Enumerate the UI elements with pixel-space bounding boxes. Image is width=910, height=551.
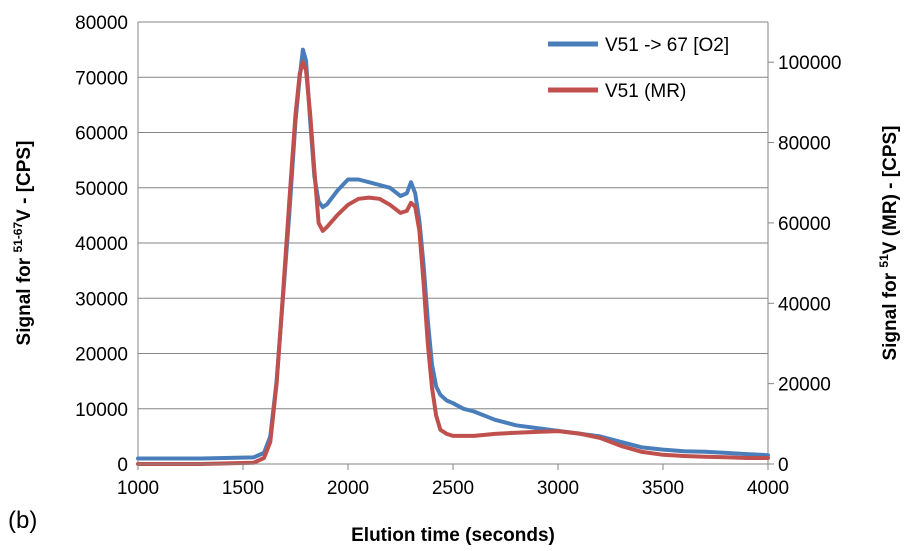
y-right-tick-label: 60000: [778, 214, 831, 235]
y-axis-label-right-suffix: V (MR) - [CPS]: [880, 125, 901, 254]
y-axis-label-left-sup: 51-67: [11, 222, 25, 253]
y-left-tick-label: 70000: [75, 68, 128, 89]
y-left-tick-label: 50000: [75, 179, 128, 200]
y-left-tick-label: 10000: [75, 400, 128, 421]
y-right-tick-label: 40000: [778, 294, 831, 315]
y-right-tick-label: 80000: [778, 134, 831, 155]
panel-label: (b): [8, 507, 37, 534]
y-axis-label-left: Signal for 51-67V - [CPS]: [11, 141, 35, 346]
y-left-tick-label: 40000: [75, 234, 128, 255]
y-axis-label-right-prefix: Signal for: [880, 268, 901, 361]
x-tick-label: 2500: [432, 478, 474, 499]
y-left-tick-label: 80000: [75, 13, 128, 34]
y-left-tick-label: 30000: [75, 289, 128, 310]
y-right-tick-label: 20000: [778, 375, 831, 396]
y-axis-label-left-prefix: Signal for: [14, 253, 35, 346]
y-axis-label-right: Signal for 51V (MR) - [CPS]: [877, 125, 901, 360]
x-axis-label: Elution time (seconds): [351, 525, 555, 546]
y-axis-label-left-suffix: V - [CPS]: [14, 141, 35, 222]
axes: [137, 61, 774, 470]
x-tick-label: 1500: [222, 478, 264, 499]
tick-labels: 0100002000030000400005000060000700008000…: [75, 13, 841, 499]
series-line-1: [136, 47, 770, 461]
x-tick-label: 1000: [117, 478, 159, 499]
legend-label-series-1: V51 -> 67 [O2]: [605, 35, 729, 56]
x-tick-label: 3500: [642, 478, 684, 499]
legend-label-series-2: V51 (MR): [605, 81, 686, 102]
y-left-tick-label: 0: [117, 455, 128, 476]
y-left-tick-label: 20000: [75, 345, 128, 366]
x-tick-label: 4000: [747, 478, 789, 499]
y-left-tick-label: 60000: [75, 124, 128, 145]
x-tick-label: 2000: [327, 478, 369, 499]
legend: V51 -> 67 [O2] V51 (MR): [548, 35, 729, 102]
series-lines: [136, 47, 770, 466]
gridlines: [138, 21, 768, 410]
y-axis-label-right-sup: 51: [877, 254, 891, 268]
x-tick-label: 3000: [537, 478, 579, 499]
series-line-2: [136, 60, 770, 466]
y-right-tick-label: 100000: [778, 53, 841, 74]
y-right-tick-label: 0: [778, 455, 789, 476]
